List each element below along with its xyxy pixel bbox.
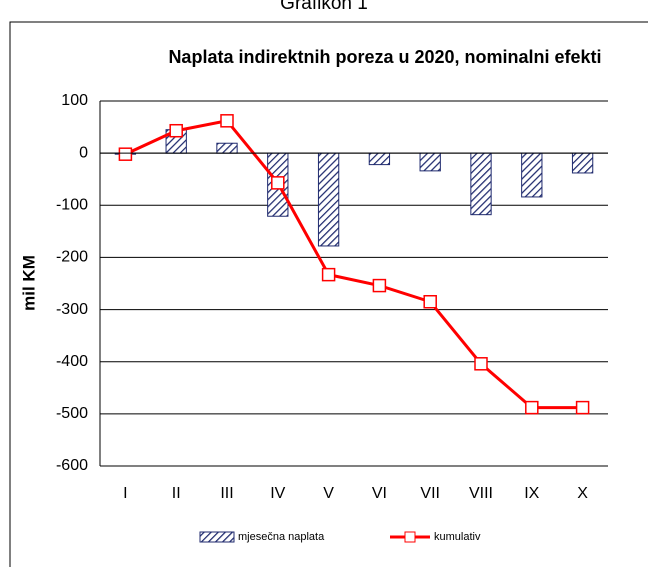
caption: Grafikon 1 bbox=[280, 0, 368, 14]
marker bbox=[372, 278, 387, 293]
marker bbox=[321, 267, 336, 282]
marker bbox=[474, 357, 488, 371]
y-tick-label: -300 bbox=[56, 301, 88, 318]
y-tick-label: -500 bbox=[56, 405, 88, 422]
legend-label: mjesečna naplata bbox=[238, 531, 325, 543]
marker bbox=[118, 147, 133, 161]
x-tick-label: X bbox=[577, 485, 588, 502]
legend-marker bbox=[404, 531, 416, 543]
x-tick-label: III bbox=[220, 485, 233, 502]
x-tick-label: IV bbox=[270, 485, 285, 502]
legend-label: kumulativ bbox=[434, 531, 481, 543]
y-tick-label: -600 bbox=[56, 457, 88, 474]
marker bbox=[220, 114, 234, 128]
x-tick-label: VII bbox=[420, 485, 440, 502]
y-axis-label: mil KM bbox=[19, 255, 38, 311]
marker bbox=[271, 176, 285, 190]
line bbox=[124, 119, 583, 410]
bar bbox=[521, 152, 543, 198]
chart-title: Naplata indirektnih poreza u 2020, nomin… bbox=[168, 47, 601, 67]
frame bbox=[9, 21, 648, 572]
marker bbox=[423, 295, 437, 309]
bar bbox=[216, 142, 238, 154]
y-tick-label: 0 bbox=[79, 144, 88, 161]
marker bbox=[575, 400, 590, 415]
bar bbox=[368, 152, 391, 166]
y-tick-label: 100 bbox=[61, 92, 88, 109]
y-tick-label: -100 bbox=[56, 197, 88, 214]
bar bbox=[470, 152, 492, 216]
x-tick-label: V bbox=[323, 485, 334, 502]
x-tick-label: II bbox=[172, 485, 181, 502]
x-tick-label: I bbox=[123, 485, 127, 502]
marker bbox=[169, 123, 183, 138]
x-tick-label: IX bbox=[524, 485, 539, 502]
x-tick-label: VI bbox=[372, 485, 387, 502]
y-tick-label: -400 bbox=[56, 353, 88, 370]
bar bbox=[571, 152, 594, 174]
x-tick-label: VIII bbox=[469, 485, 493, 502]
bar bbox=[317, 152, 340, 247]
bar bbox=[419, 152, 441, 172]
y-tick-label: -200 bbox=[56, 249, 88, 266]
marker bbox=[525, 400, 539, 415]
legend-swatch bbox=[199, 531, 235, 543]
